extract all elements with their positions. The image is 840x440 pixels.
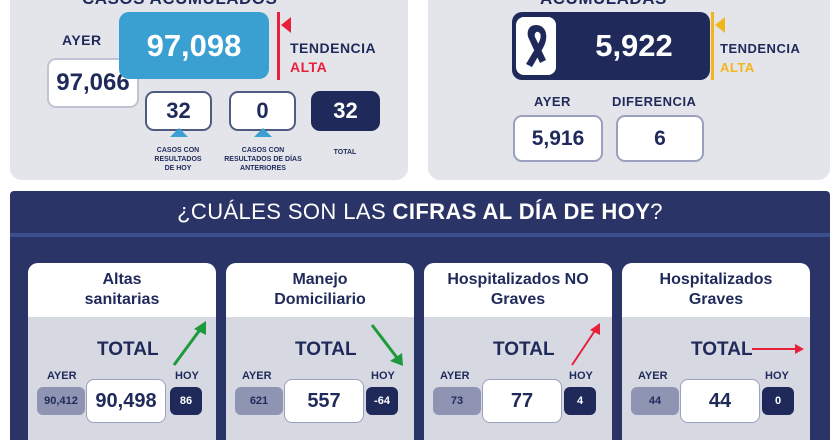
card-graves: Hospitalizados Graves TOTAL AYER HOY 44 … [622,263,810,440]
card-today-label: HOY [175,370,199,382]
cases-total-count: 32 [311,91,380,131]
deaths-current-box: 5,922 [512,12,710,80]
cases-yesterday-label: AYER [62,32,102,48]
card-today-value: 0 [762,387,794,415]
cases-previous-caption: CASOS CON RESULTADOS DE DÍAS ANTERIORES [224,147,302,172]
cases-trend-value: ALTA [290,59,328,75]
card-current-value: 77 [482,379,562,423]
card-current-value: 557 [284,379,364,423]
card-current-value: 90,498 [86,379,166,423]
today-question-bold: CIFRAS AL DÍA DE HOY [392,199,651,224]
today-question-prefix: ¿CUÁLES SON LAS [177,199,393,224]
card-title: Hospitalizados Graves [622,263,810,317]
deaths-yesterday-value: 5,916 [513,115,603,162]
card-title: Manejo Domiciliario [226,263,414,317]
card-today-value: 4 [564,387,596,415]
deaths-current-value: 5,922 [595,28,673,63]
cases-previous-count: 0 [229,91,296,131]
card-title: Hospitalizados NO Graves [424,263,612,317]
card-today-label: HOY [765,370,789,382]
card-today-value: 86 [170,387,202,415]
card-yesterday-value: 90,412 [37,387,85,415]
cases-title: CASOS ACUMULADOS [82,0,277,9]
card-total-label: TOTAL [691,339,753,360]
trend-up-arrow-icon [571,323,600,366]
today-question-suffix: ? [650,199,663,224]
deaths-trend-flag-icon [715,17,725,33]
card-domiciliario: Manejo Domiciliario TOTAL AYER HOY 621 5… [226,263,414,440]
deaths-yesterday-label: AYER [534,94,571,109]
card-today-value: -64 [366,387,398,415]
deaths-title: ACUMULADAS [540,0,667,9]
card-yesterday-value: 44 [631,387,679,415]
cases-today-pointer [170,128,188,137]
card-today-label: HOY [569,370,593,382]
card-yesterday-label: AYER [47,370,77,382]
trend-flat-arrow-icon [752,344,804,354]
card-yesterday-value: 621 [235,387,283,415]
card-yesterday-label: AYER [638,370,668,382]
deaths-trend-value: ALTA [720,60,755,75]
card-title: Altas sanitarias [28,263,216,317]
cases-today-caption: CASOS CON RESULTADOS DE HOY [154,147,202,172]
card-altas: Altas sanitarias TOTAL AYER HOY 90,412 9… [28,263,216,440]
card-total-label: TOTAL [493,339,555,360]
cases-current-value: 97,098 [146,27,242,63]
deaths-difference-value: 6 [616,115,704,162]
card-current-value: 44 [680,379,760,423]
deaths-trend-bar [711,12,714,80]
cases-trend-bar [277,12,280,80]
card-yesterday-value: 73 [433,387,481,415]
ribbon-icon-box [516,17,556,75]
cases-trend-flag-icon [281,17,291,33]
deaths-trend-label: TENDENCIA [720,41,801,56]
ribbon-icon [526,25,547,67]
cases-total-caption: TOTAL [333,149,357,156]
today-question-banner: ¿CUÁLES SON LAS CIFRAS AL DÍA DE HOY ? [10,191,830,237]
card-yesterday-label: AYER [440,370,470,382]
card-total-label: TOTAL [295,339,357,360]
trend-down-arrow-icon [370,324,403,366]
card-yesterday-label: AYER [242,370,272,382]
cases-trend-label: TENDENCIA [290,40,377,56]
cases-current-box: 97,098 [119,12,269,79]
card-today-label: HOY [371,370,395,382]
cases-today-count: 32 [145,91,212,131]
deaths-difference-label: DIFERENCIA [612,94,697,109]
trend-up-arrow-icon [172,321,206,366]
card-no-graves: Hospitalizados NO Graves TOTAL AYER HOY … [424,263,612,440]
card-total-label: TOTAL [97,339,159,360]
cases-previous-pointer [254,128,272,137]
